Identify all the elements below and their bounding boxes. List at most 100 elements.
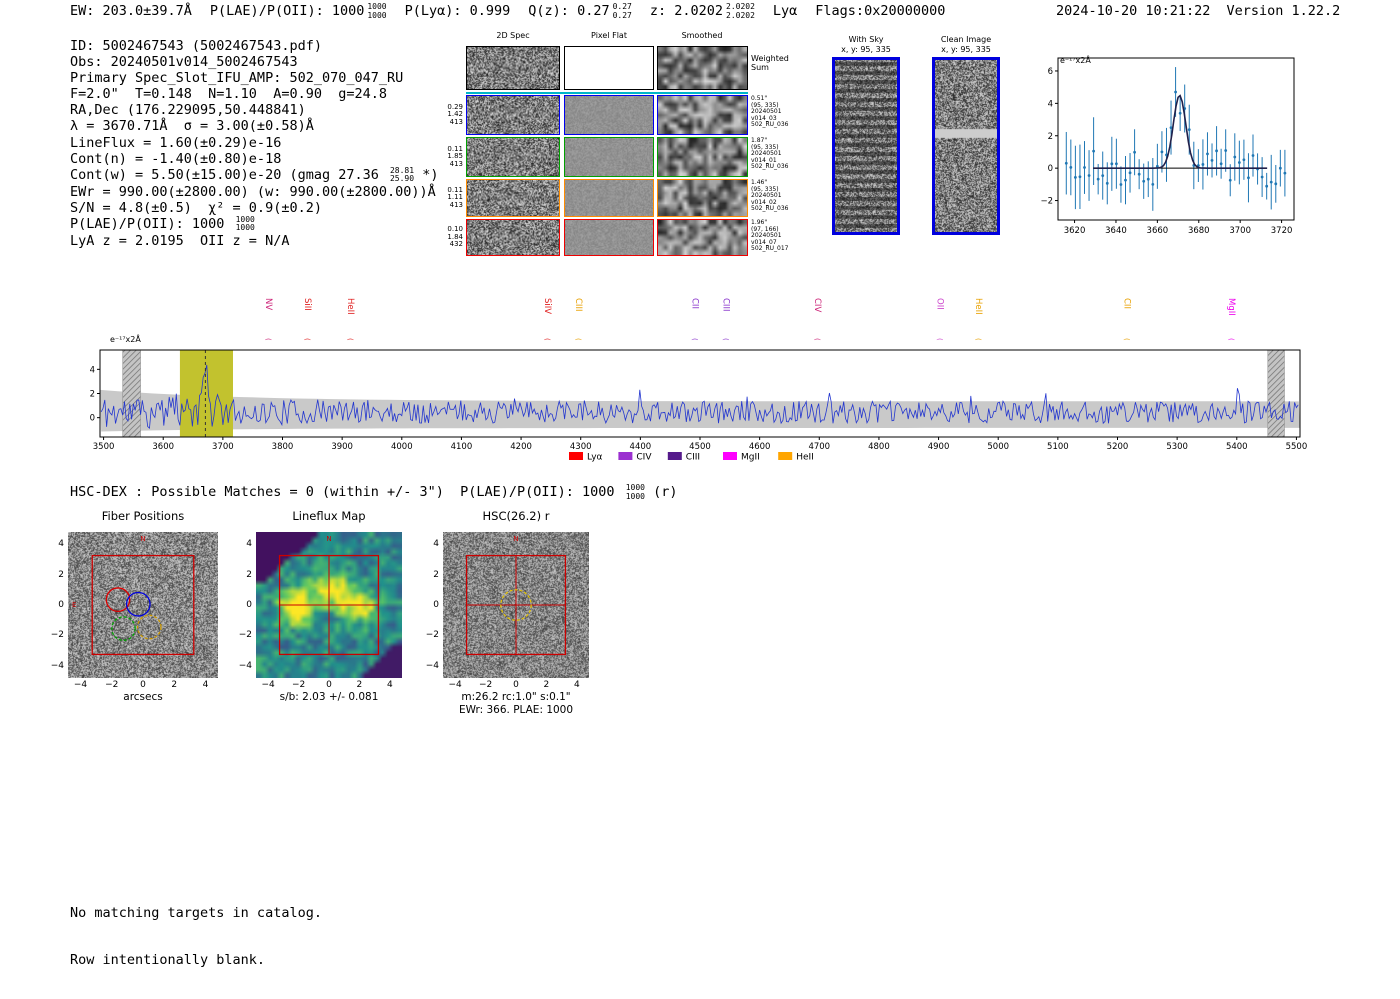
line-marker-label: OII [934, 298, 944, 310]
legend-label: Lyα [587, 453, 603, 463]
spectrum-legend: Lyα CIV CIII MgII HeII [569, 452, 814, 463]
smoothed-image [658, 47, 747, 89]
masked-band [122, 349, 141, 438]
svg-text:4300: 4300 [570, 442, 592, 452]
compass-north: N [326, 535, 331, 543]
fiber-circle [125, 591, 151, 617]
cutout-pixelflat-blank [564, 46, 654, 90]
info-line: λ = 3670.71Å σ = 3.00(±0.58)Å [70, 118, 314, 135]
cutout-cell [657, 95, 748, 135]
cutout-left-value: 1.42 [447, 110, 463, 119]
column-header-2dspec: 2D Spec [496, 31, 530, 40]
stamp-x-tick-label: −4 [261, 680, 275, 690]
withsky-canvas [835, 60, 897, 232]
stamp-y-tick-label: 2 [58, 569, 64, 580]
cutout-right-value: 1.96" [751, 219, 768, 226]
header-line-type: Lyα [772, 3, 798, 19]
svg-text:5300: 5300 [1166, 442, 1188, 452]
svg-text:3660: 3660 [1147, 226, 1169, 235]
svg-text:2: 2 [1048, 132, 1053, 142]
axis-ticks: 3620 3640 3660 3680 3700 3720 −2 0 2 4 6 [1040, 67, 1292, 235]
fraction-top: 1000 [235, 214, 255, 224]
data-points [1064, 67, 1287, 211]
cutout-right-value: 502_RU_017 [751, 245, 789, 253]
cutout-left-value: 0.29 [447, 102, 463, 111]
svg-text:−2: −2 [1040, 197, 1053, 207]
header-qz: Q(z): 0.27 0.27 0.27 [528, 2, 632, 20]
stamp-x-tick-label: 2 [356, 680, 363, 690]
elixer-report-page: EW: 203.0±39.7Å P(LAE)/P(OII): 1000 1000 1… [51, 2, 1341, 967]
line-marker-paren: ( [264, 338, 272, 341]
footer-line-2: Row intentionally blank. [70, 951, 266, 968]
lineflux-map-caption: s/b: 2.03 +/- 0.081 [279, 691, 379, 703]
stamp-x-tick-label: 0 [513, 680, 519, 690]
spectrum-trace [100, 364, 1299, 430]
svg-text:3900: 3900 [331, 442, 353, 452]
hsc-r-caption-2: EWr: 366. PLAE: 1000 [458, 704, 574, 716]
pixelflat-image [565, 138, 653, 176]
cutout-right-value: 20240501 [751, 232, 782, 240]
summary-header: EW: 203.0±39.7Å P(LAE)/P(OII): 1000 1000 1… [70, 2, 963, 20]
info-line: S/N = 4.8(±0.5) χ² = 0.9(±0.2) [70, 199, 322, 216]
stamp-y-tick-label: 0 [246, 600, 252, 610]
stamp-y-tick-label: 4 [58, 539, 64, 550]
cutout-row-right-labels: 1.46" (95, 335) 20240501 v014_02 502_RU_036 [751, 179, 797, 213]
legend-swatch [618, 452, 633, 460]
legend-label: CIII [686, 453, 700, 463]
stamp-y-tick-label: 0 [58, 600, 64, 610]
spec2d-image [467, 96, 559, 134]
line-marker-label: CIII [573, 298, 583, 311]
svg-text:3620: 3620 [1064, 226, 1086, 235]
svg-text:3700: 3700 [212, 442, 234, 452]
withsky-subtitle: x, y: 95, 335 [841, 45, 891, 54]
info-line: Primary Spec_Slot_IFU_AMP: 502_070_047_R… [70, 70, 404, 87]
stamp-y-tick-label: 4 [246, 539, 252, 550]
aperture-circle [500, 589, 532, 621]
line-marker-paren: ( [303, 338, 311, 341]
info-line: LineFlux = 1.60(±0.29)e-16 [70, 134, 282, 151]
info-line: Cont(n) = -1.40(±0.80)e-18 [70, 150, 282, 167]
footer-line-1: No matching targets in catalog. [70, 905, 322, 921]
match-plae-lo: 1000 [625, 491, 645, 501]
svg-text:0: 0 [90, 414, 95, 424]
fraction-stack: 1000 1000 [235, 214, 255, 233]
svg-text:4900: 4900 [928, 442, 950, 452]
legend-swatch [667, 452, 682, 460]
cutout-right-value: v014_01 [751, 156, 777, 164]
info-line-text: P(LAE)/P(OII): 1000 [70, 215, 233, 232]
compass-north: N [513, 535, 518, 543]
legend-label: HeII [796, 453, 814, 463]
svg-text:0: 0 [1048, 164, 1053, 174]
svg-text:3500: 3500 [93, 442, 115, 452]
cutout-right-value: 1.87" [751, 137, 768, 144]
stamp-x-tick-label: 4 [573, 680, 580, 690]
spectrum-plot: 3500 3600 3700 3800 3900 4000 4100 4200 4300 4400… [90, 298, 1308, 463]
cutout-right-value: v014_07 [751, 238, 777, 246]
plot-frame [1057, 57, 1295, 221]
legend-label: CIV [636, 453, 652, 463]
cutout-right-value: (95, 335) [751, 101, 779, 109]
svg-text:4500: 4500 [689, 442, 711, 452]
header-qz-range: 0.27 0.27 [613, 2, 632, 20]
pixelflat-image [565, 96, 653, 134]
full-spectrum-chart: 3500 3600 3700 3800 3900 4000 4100 4200 4300 4400… [90, 298, 1308, 463]
cutout-row-left-labels: 0.11 1.11 413 [438, 179, 463, 217]
svg-text:4700: 4700 [808, 442, 830, 452]
stamp-y-tick-label: 2 [433, 569, 439, 580]
fiber-positions-image [68, 532, 218, 678]
plae-lo: 1000 [367, 10, 387, 20]
header-timestamp: 2024-10-20 10:21:22 [1056, 3, 1211, 19]
cutout-left-value: 1.85 [447, 152, 463, 161]
cutout-right-value: Sum [751, 63, 769, 72]
cutout-left-value: 413 [449, 159, 463, 168]
svg-text:2: 2 [90, 390, 95, 400]
cutout-right-value: (97, 166) [751, 225, 779, 233]
spec2d-image [467, 138, 559, 176]
info-line: RA,Dec (176.229095,50.448841) [70, 102, 306, 119]
svg-text:5000: 5000 [987, 442, 1009, 452]
cutout-left-value: 0.10 [447, 225, 463, 234]
withsky-image [832, 57, 900, 235]
stamp-x-tick-label: 4 [386, 680, 393, 690]
stamp-x-tick-label: 0 [326, 680, 332, 690]
detection-info-block: ID: 5002467543 (5002467543.pdf) Obs: 2024… [70, 38, 438, 249]
